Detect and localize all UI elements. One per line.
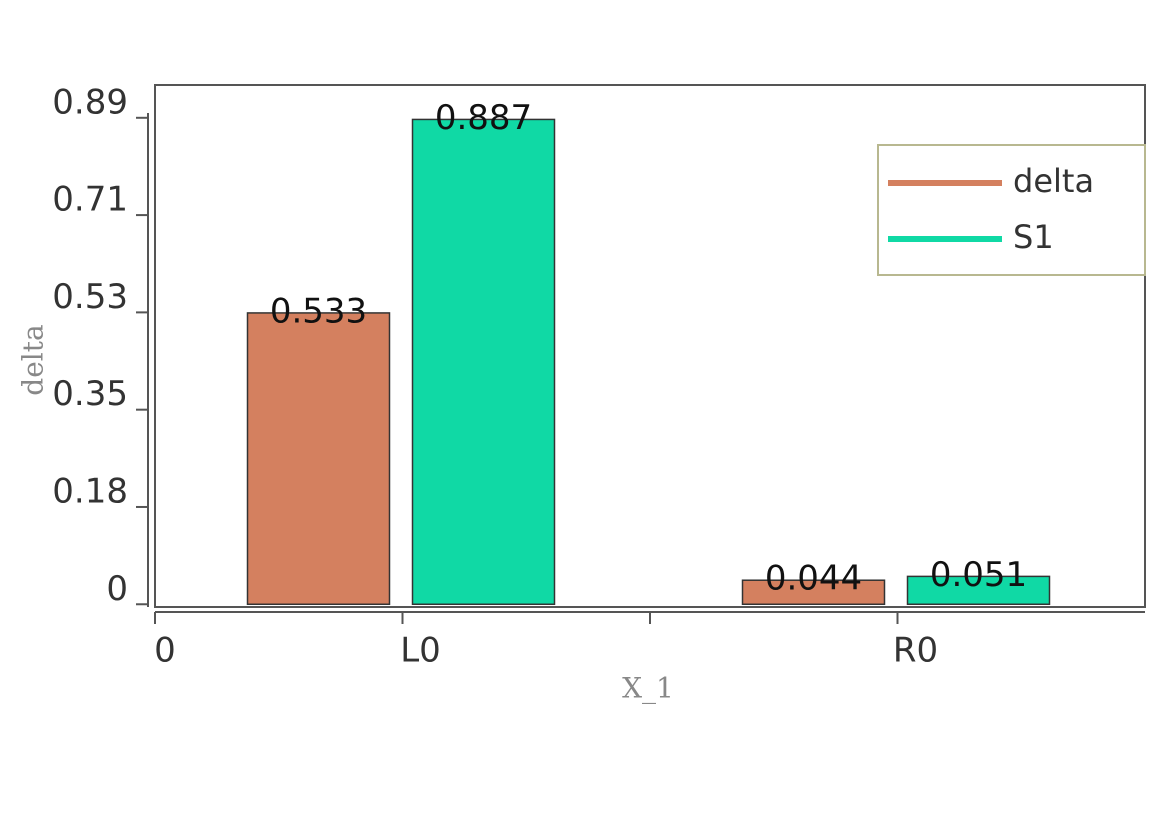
legend-label: S1 [1013,218,1054,256]
y-axis-label: delta [17,324,50,395]
x-tick-label: R0 [893,631,938,671]
y-tick-label: 0 [106,569,128,609]
data-label: 0.533 [270,291,367,331]
y-tick-label: 0.35 [52,374,128,414]
y-tick-label: 0.89 [52,82,128,122]
y-tick-label: 0.18 [52,471,128,511]
legend-label: delta [1013,162,1094,200]
bar [411,118,556,606]
data-label: 0.051 [930,555,1027,595]
bar [741,579,886,606]
data-label: 0.887 [435,98,532,138]
y-tick-label: 0.71 [52,180,128,220]
legend-box [877,144,1146,276]
plot-frame [154,84,1146,608]
bar [906,575,1051,606]
x-axis-label: X_1 [622,672,674,705]
y-tick-label: 0.53 [52,277,128,317]
x-tick-label: 0 [154,631,176,671]
x-tick-label: L0 [400,631,441,671]
data-label: 0.044 [765,559,862,599]
bar [246,312,391,606]
